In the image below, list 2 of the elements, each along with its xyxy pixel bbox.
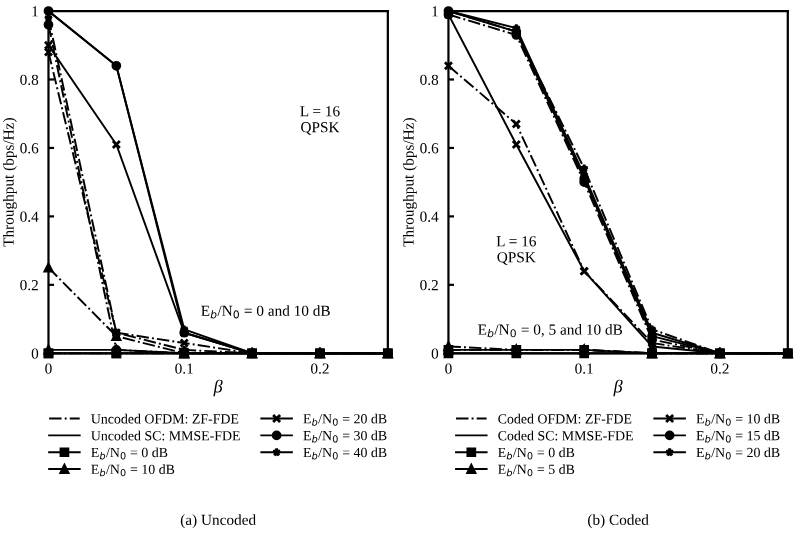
x-axis-title: β [213, 379, 223, 397]
x-axis-title: β [613, 379, 623, 397]
